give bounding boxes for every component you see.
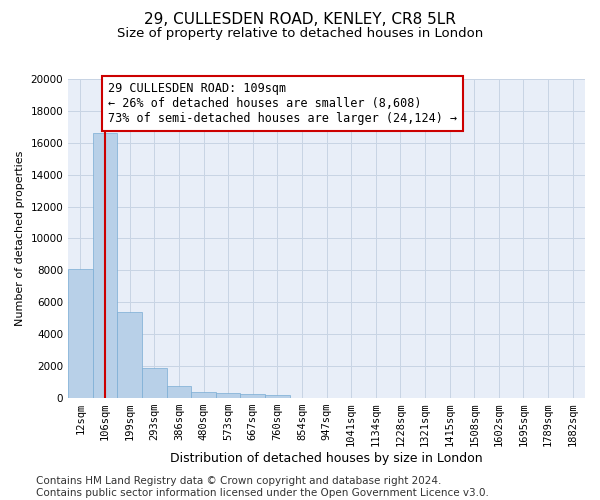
Bar	[142, 368, 167, 398]
Bar	[167, 386, 191, 398]
Bar	[68, 268, 93, 398]
Y-axis label: Number of detached properties: Number of detached properties	[15, 150, 25, 326]
X-axis label: Distribution of detached houses by size in London: Distribution of detached houses by size …	[170, 452, 483, 465]
Bar	[216, 394, 241, 398]
Text: Contains HM Land Registry data © Crown copyright and database right 2024.
Contai: Contains HM Land Registry data © Crown c…	[36, 476, 489, 498]
Text: Size of property relative to detached houses in London: Size of property relative to detached ho…	[117, 28, 483, 40]
Bar	[265, 394, 290, 398]
Bar	[118, 312, 142, 398]
Bar	[241, 394, 265, 398]
Text: 29, CULLESDEN ROAD, KENLEY, CR8 5LR: 29, CULLESDEN ROAD, KENLEY, CR8 5LR	[144, 12, 456, 28]
Text: 29 CULLESDEN ROAD: 109sqm
← 26% of detached houses are smaller (8,608)
73% of se: 29 CULLESDEN ROAD: 109sqm ← 26% of detac…	[107, 82, 457, 125]
Bar	[93, 133, 118, 398]
Bar	[191, 392, 216, 398]
